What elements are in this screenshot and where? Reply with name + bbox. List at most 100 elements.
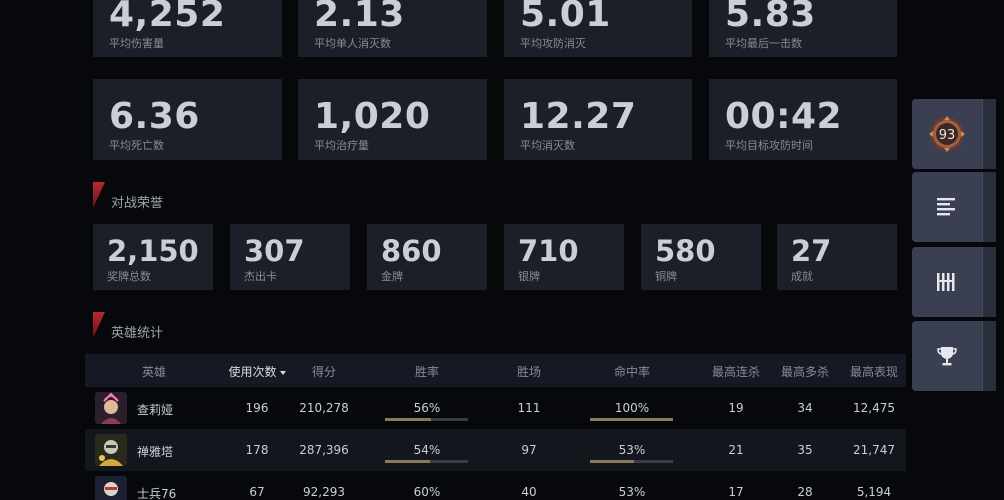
score-value: 92,293 <box>303 485 345 499</box>
barcode-icon <box>937 273 955 291</box>
uses-value: 178 <box>245 443 269 457</box>
column-header-wins[interactable]: 胜场 <box>516 365 541 379</box>
list-icon <box>937 198 955 216</box>
stat-card-avg-final-blows: 5.83 平均最后一击数 <box>709 0 897 57</box>
column-header-hero[interactable]: 英雄 <box>141 365 166 379</box>
honor-label: 铜牌 <box>655 270 677 283</box>
score-value: 287,396 <box>299 443 349 457</box>
honor-value: 580 <box>655 234 716 268</box>
best-multikill-value: 34 <box>797 401 813 415</box>
honor-card-gold: 860 金牌 <box>367 224 487 290</box>
honor-value: 27 <box>791 234 832 268</box>
honor-card-silver: 710 银牌 <box>504 224 624 290</box>
accuracy-value: 53% <box>618 485 646 499</box>
stat-card-avg-healing: 1,020 平均治疗量 <box>298 79 487 160</box>
column-header-uses-label: 使用次数 <box>228 365 277 379</box>
honor-label: 银牌 <box>518 270 540 283</box>
table-row[interactable]: 查莉娅 196 210,278 56% 111 100% 19 34 12,47… <box>85 387 906 429</box>
side-nav-edge <box>982 247 996 317</box>
column-header-best-performance[interactable]: 最高表现 <box>849 365 898 379</box>
honor-value: 307 <box>244 234 305 268</box>
best-streak-value: 21 <box>728 443 744 457</box>
stat-value: 12.27 <box>520 96 637 137</box>
side-nav-barcode[interactable] <box>912 247 996 317</box>
best-streak-value: 19 <box>728 401 744 415</box>
side-nav-list[interactable] <box>912 172 996 242</box>
table-row[interactable]: 士兵76 67 92,293 60% 40 53% 17 28 5,194 <box>85 471 906 500</box>
side-nav-edge <box>982 99 996 169</box>
side-nav-rank[interactable]: 93 <box>912 99 996 169</box>
table-row[interactable]: 禅雅塔 178 287,396 54% 97 53% 21 35 21,747 <box>85 429 906 471</box>
stat-value: 4,252 <box>109 0 226 35</box>
column-header-winrate[interactable]: 胜率 <box>414 365 439 379</box>
hero-name: 禅雅塔 <box>137 445 174 459</box>
accuracy-bar <box>590 460 673 463</box>
uses-value: 196 <box>245 401 269 415</box>
stat-value: 6.36 <box>109 96 200 137</box>
honor-card-total-medals: 2,150 奖牌总数 <box>93 224 213 290</box>
honor-card-cards: 307 杰出卡 <box>230 224 350 290</box>
stat-label: 平均消灭数 <box>520 139 575 152</box>
stat-card-avg-objective-time: 00:42 平均目标攻防时间 <box>709 79 897 160</box>
uses-value: 67 <box>249 485 265 499</box>
stat-label: 平均伤害量 <box>109 37 164 50</box>
accuracy-bar-fill <box>590 418 673 421</box>
best-multikill-value: 35 <box>797 443 813 457</box>
stat-value: 5.01 <box>520 0 611 35</box>
accuracy-bar-fill <box>590 460 634 463</box>
section-title: 对战荣誉 <box>111 196 164 211</box>
honor-label: 成就 <box>791 270 813 283</box>
winrate-value: 54% <box>413 443 441 457</box>
side-nav-edge <box>982 172 996 242</box>
best-performance-value: 5,194 <box>856 485 892 499</box>
trophy-icon <box>937 347 957 366</box>
wins-value: 111 <box>517 401 541 415</box>
winrate-value: 60% <box>413 485 441 499</box>
stat-label: 平均治疗量 <box>314 139 369 152</box>
section-flag-icon <box>93 182 105 208</box>
wins-value: 40 <box>521 485 537 499</box>
best-multikill-value: 28 <box>797 485 813 499</box>
accuracy-value: 53% <box>618 443 646 457</box>
honor-value: 2,150 <box>107 234 199 268</box>
stat-label: 平均攻防消灭 <box>520 37 586 50</box>
accuracy-value: 100% <box>614 401 650 415</box>
table-header: 英雄 使用次数 得分 胜率 胜场 命中率 最高连杀 最高多杀 最高表现 <box>85 354 906 387</box>
hero-name: 士兵76 <box>137 487 177 500</box>
stat-card-avg-solo-kills: 2.13 平均单人消灭数 <box>298 0 487 57</box>
winrate-bar <box>385 418 468 421</box>
stat-label: 平均单人消灭数 <box>314 37 391 50</box>
side-nav-trophy[interactable] <box>912 321 996 391</box>
hero-avatar-zenyatta <box>95 434 127 466</box>
hero-avatar-soldier76 <box>95 476 127 500</box>
stat-card-avg-eliminations: 12.27 平均消灭数 <box>504 79 692 160</box>
column-header-best-streak[interactable]: 最高连杀 <box>711 365 760 379</box>
stat-card-avg-deaths: 6.36 平均死亡数 <box>93 79 282 160</box>
section-title: 英雄统计 <box>111 326 164 341</box>
wins-value: 97 <box>521 443 537 457</box>
section-flag-icon <box>93 312 105 338</box>
stat-label: 平均目标攻防时间 <box>725 139 813 152</box>
accuracy-bar <box>590 418 673 421</box>
column-header-accuracy[interactable]: 命中率 <box>613 365 650 379</box>
stat-value: 5.83 <box>725 0 816 35</box>
column-header-best-multikill[interactable]: 最高多杀 <box>780 365 829 379</box>
side-nav-edge <box>982 321 996 391</box>
hero-stats-table: 英雄 使用次数 得分 胜率 胜场 命中率 最高连杀 最高多杀 最高表现 查莉娅 … <box>85 354 906 500</box>
stat-value: 00:42 <box>725 96 843 137</box>
honor-label: 金牌 <box>381 270 403 283</box>
winrate-value: 56% <box>413 401 441 415</box>
stat-label: 平均最后一击数 <box>725 37 802 50</box>
sort-desc-icon <box>279 370 286 375</box>
honor-value: 860 <box>381 234 442 268</box>
honor-label: 杰出卡 <box>244 270 277 283</box>
column-header-score[interactable]: 得分 <box>311 365 336 379</box>
side-nav-list-bg <box>912 172 982 242</box>
stat-value: 2.13 <box>314 0 405 35</box>
stat-card-avg-damage: 4,252 平均伤害量 <box>93 0 282 57</box>
level-badge: 93 <box>939 128 956 143</box>
hero-name: 查莉娅 <box>137 403 174 417</box>
column-header-uses[interactable]: 使用次数 <box>225 363 289 380</box>
winrate-bar <box>385 460 468 463</box>
best-performance-value: 12,475 <box>853 401 895 415</box>
